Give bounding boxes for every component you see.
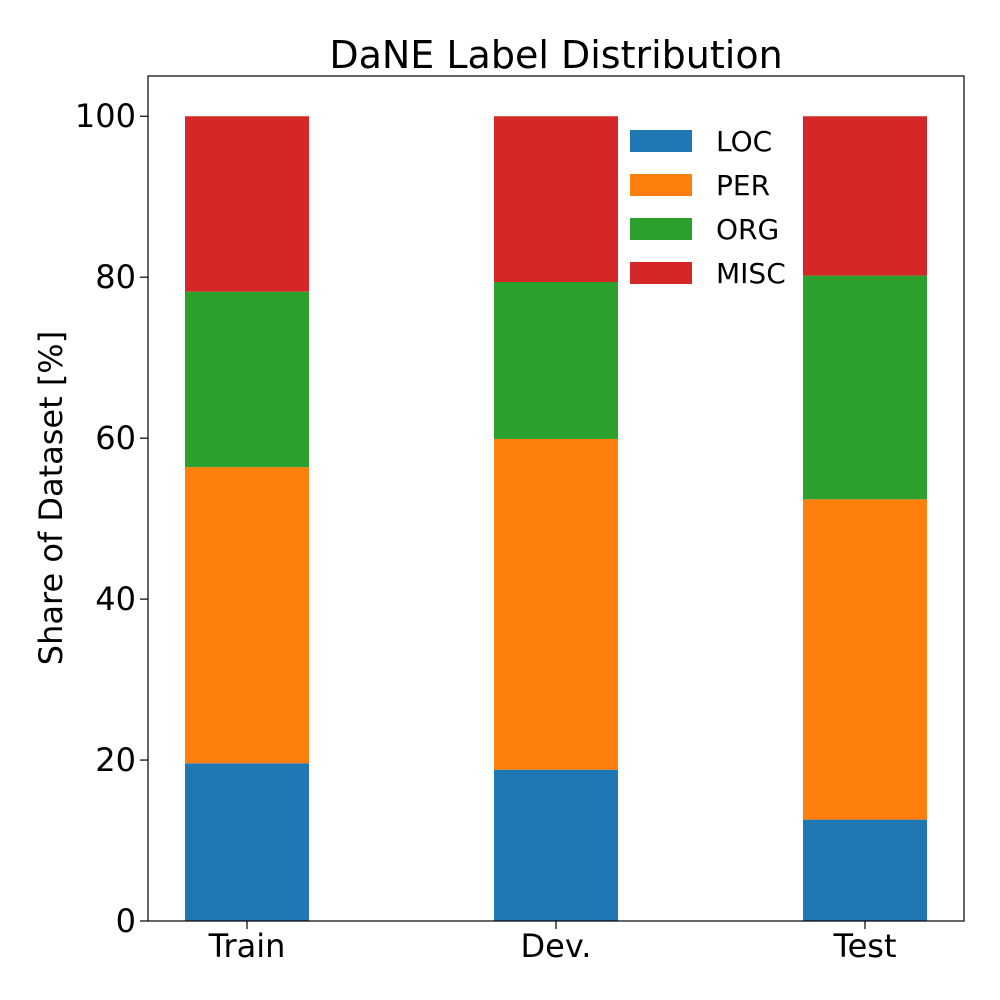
bar-loc-1 [494, 769, 618, 921]
bars-layer [185, 116, 927, 921]
legend-swatch-loc [630, 130, 692, 152]
y-axis-label: Share of Dataset [%] [32, 331, 70, 665]
bar-per-2 [803, 499, 927, 820]
bar-misc-0 [185, 116, 309, 292]
bar-loc-0 [185, 763, 309, 921]
y-tick-label: 0 [116, 902, 136, 940]
bar-per-1 [494, 438, 618, 770]
y-tick-label: 40 [95, 580, 136, 618]
bar-misc-2 [803, 116, 927, 276]
x-tick-label: Test [832, 927, 896, 965]
legend-swatch-misc [630, 262, 692, 284]
bar-misc-1 [494, 116, 618, 283]
bar-org-0 [185, 291, 309, 468]
bar-org-2 [803, 275, 927, 500]
legend-label-loc: LOC [716, 125, 772, 158]
legend-swatch-org [630, 218, 692, 240]
y-tick-label: 100 [75, 97, 136, 135]
bar-org-1 [494, 282, 618, 439]
chart-title: DaNE Label Distribution [329, 33, 782, 77]
legend-label-misc: MISC [716, 257, 786, 290]
legend-label-org: ORG [716, 213, 779, 246]
y-tick-label: 60 [95, 419, 136, 457]
y-tick-label: 80 [95, 258, 136, 296]
bar-loc-2 [803, 819, 927, 921]
y-tick-label: 20 [95, 741, 136, 779]
legend: LOC PER ORG MISC [630, 125, 786, 290]
x-tick-label: Dev. [521, 927, 592, 965]
bar-per-0 [185, 467, 309, 764]
axes-layer: 0 20 40 60 80 100 Train Dev. Test [75, 75, 965, 965]
legend-label-per: PER [716, 169, 770, 202]
legend-swatch-per [630, 174, 692, 196]
x-tick-label: Train [208, 927, 286, 965]
